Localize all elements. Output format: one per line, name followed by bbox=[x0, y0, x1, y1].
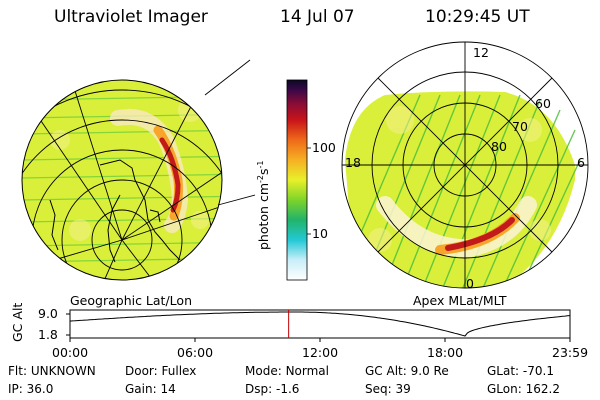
info-flight: Flt: UNKNOWN bbox=[8, 364, 96, 378]
info-ip: IP: 36.0 bbox=[8, 382, 54, 396]
time-tick-0600: 06:00 bbox=[177, 345, 214, 360]
colorbar bbox=[286, 79, 311, 281]
info-dsp: Dsp: -1.6 bbox=[245, 382, 300, 396]
colorbar-tick-10: 10 bbox=[312, 226, 328, 241]
time-tick-1200: 12:00 bbox=[302, 345, 339, 360]
time-tick-1800: 18:00 bbox=[427, 345, 464, 360]
mlt-label-18: 18 bbox=[345, 155, 361, 170]
info-door: Door: Fullex bbox=[125, 364, 197, 378]
mlt-label-6: 6 bbox=[577, 155, 585, 170]
geographic-map bbox=[21, 59, 256, 281]
altitude-tick-1-8: 1.8 bbox=[38, 327, 58, 342]
mlat-label-70: 70 bbox=[512, 119, 528, 134]
mlt-label-12: 12 bbox=[473, 45, 489, 60]
info-gain: Gain: 14 bbox=[125, 382, 176, 396]
info-glon: GLon: 162.2 bbox=[487, 382, 560, 396]
altitude-axis-label: GC Alt bbox=[10, 302, 25, 342]
altitude-tick-9: 9.0 bbox=[38, 306, 58, 321]
mlat-label-80: 80 bbox=[491, 139, 507, 154]
info-gc-alt: GC Alt: 9.0 Re bbox=[365, 364, 449, 378]
colorbar-tick-100: 100 bbox=[312, 140, 336, 155]
mlt-label-0: 0 bbox=[466, 276, 474, 291]
info-mode: Mode: Normal bbox=[245, 364, 329, 378]
info-seq: Seq: 39 bbox=[365, 382, 411, 396]
apex-map bbox=[341, 41, 589, 289]
info-glat: GLat: -70.1 bbox=[487, 364, 554, 378]
date-label: 14 Jul 07 bbox=[280, 7, 355, 27]
app-title: Ultraviolet Imager bbox=[54, 7, 208, 27]
colorbar-unit-label: photon cm-2s-1 bbox=[256, 160, 272, 250]
mlat-label-60: 60 bbox=[535, 96, 551, 111]
right-panel-caption: Apex MLat/MLT bbox=[413, 293, 507, 308]
altitude-plot bbox=[66, 309, 571, 342]
time-tick-0000: 00:00 bbox=[52, 345, 89, 360]
time-label: 10:29:45 UT bbox=[425, 7, 530, 27]
time-tick-2359: 23:59 bbox=[552, 345, 589, 360]
left-panel-caption: Geographic Lat/Lon bbox=[70, 293, 192, 308]
